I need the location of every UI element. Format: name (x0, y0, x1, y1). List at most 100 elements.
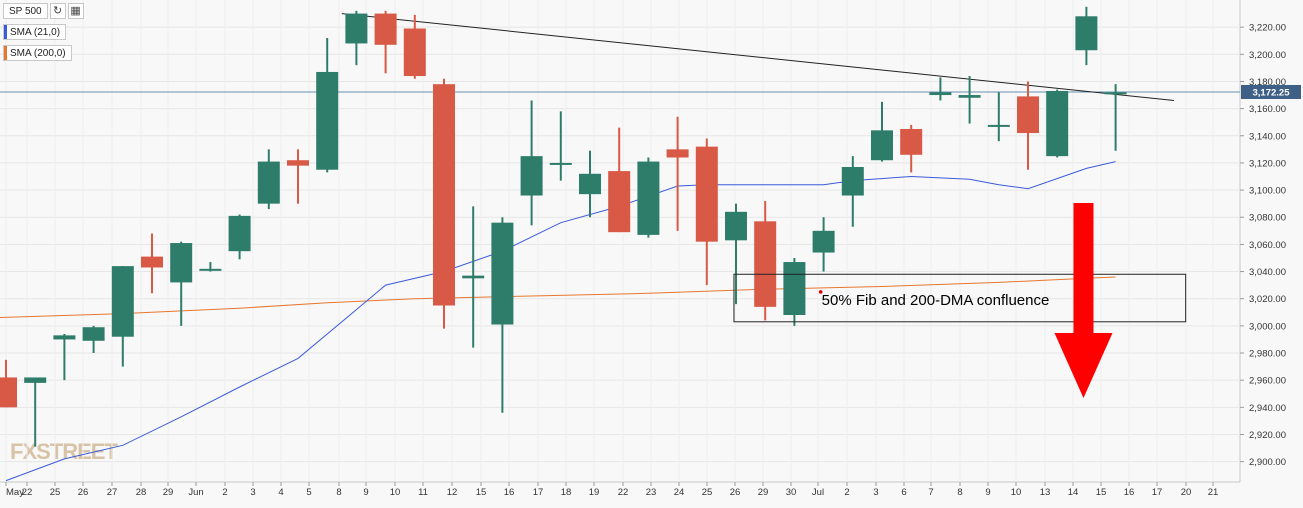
time-tick-label: 12 (447, 487, 458, 498)
time-tick-label: 29 (758, 487, 769, 498)
time-tick-label: 28 (136, 487, 147, 498)
price-tick-label: 3,060.00 (1249, 240, 1286, 251)
price-tick-label: 3,040.00 (1249, 267, 1286, 278)
time-tick-label: 14 (1068, 487, 1079, 498)
annotation-dot (818, 290, 823, 294)
candle-body (1046, 90, 1069, 157)
candle-body (987, 124, 1010, 127)
candle-body (316, 71, 339, 170)
candle-body (462, 275, 485, 279)
candle-body (82, 327, 105, 341)
candle-body (374, 13, 397, 45)
sma200-label: SMA (200,0) (10, 48, 66, 59)
annotation-label: 50% Fib and 200-DMA confluence (822, 292, 1050, 309)
candle-body (403, 28, 426, 77)
time-tick-label: 7 (928, 487, 933, 498)
candle-body (257, 161, 280, 204)
time-tick-label: May (6, 487, 24, 498)
time-tick-label: 19 (589, 487, 600, 498)
time-tick-label: 21 (1208, 487, 1219, 498)
time-tick-label: 17 (533, 487, 544, 498)
candle-body (228, 215, 251, 252)
candle-body (1075, 16, 1098, 51)
time-tick-label: 23 (646, 487, 657, 498)
time-tick-label: 3 (873, 487, 878, 498)
candle-body (53, 335, 76, 340)
calendar-icon[interactable]: ▦ (67, 3, 84, 19)
candle-body (929, 92, 952, 96)
candle-body (783, 262, 806, 315)
price-tick-label: 3,020.00 (1249, 294, 1286, 305)
time-tick-label: 17 (1152, 487, 1163, 498)
time-tick-label: 3 (250, 487, 255, 498)
candle-body (24, 377, 47, 383)
price-tick-label: 3,140.00 (1249, 131, 1286, 142)
sma21-label: SMA (21,0) (10, 27, 61, 38)
symbol-label[interactable]: SP 500 (3, 3, 48, 19)
trendline (341, 13, 1175, 101)
candle-body (141, 256, 163, 268)
time-tick-label: 4 (278, 487, 283, 498)
price-tick-label: 2,940.00 (1249, 403, 1286, 414)
refresh-icon[interactable]: ↻ (49, 3, 66, 19)
sma200-line (0, 276, 1116, 319)
legend-sma21-row: SMA (21,0) (3, 24, 67, 40)
candle-body (170, 243, 193, 283)
price-tick-label: 3,180.00 (1249, 77, 1286, 88)
price-tick-label: 3,100.00 (1249, 186, 1286, 197)
sma21-legend[interactable]: SMA (21,0) (3, 24, 67, 40)
time-tick-label: 26 (78, 487, 89, 498)
price-tick-label: 2,960.00 (1249, 376, 1286, 387)
candle-body (111, 266, 134, 337)
candle-body (637, 161, 660, 235)
price-tick-label: 3,120.00 (1249, 158, 1286, 169)
price-tick-label: 2,900.00 (1249, 457, 1286, 468)
price-tick-label: 3,200.00 (1249, 50, 1286, 61)
candle-body (0, 377, 17, 408)
candle-body (520, 156, 543, 196)
time-tick-label: 5 (306, 487, 311, 498)
candle-body (812, 230, 835, 253)
sma200-swatch (4, 46, 7, 60)
time-tick-label: 9 (363, 487, 368, 498)
candle-body (754, 221, 777, 307)
time-tick-label: 25 (50, 487, 61, 498)
price-tick-label: 3,000.00 (1249, 321, 1286, 332)
candle-body (287, 160, 309, 166)
price-tag-label: 3,172.25 (1253, 87, 1291, 98)
time-tick-label: 25 (702, 487, 713, 498)
price-tick-label: 2,920.00 (1249, 430, 1286, 441)
time-tick-label: 15 (476, 487, 487, 498)
time-tick-label: 16 (1124, 487, 1135, 498)
candle-body (900, 128, 923, 155)
candle-body (695, 146, 718, 242)
time-tick-label: 8 (336, 487, 341, 498)
candle-body (1104, 92, 1127, 95)
candle-body (841, 167, 864, 196)
time-tick-label: 13 (1040, 487, 1051, 498)
time-tick-label: 8 (957, 487, 962, 498)
time-tick-label: 20 (1181, 487, 1192, 498)
time-tick-label: 9 (985, 487, 990, 498)
time-tick-label: 27 (107, 487, 118, 498)
time-tick-label: 22 (22, 487, 33, 498)
legend-sma200-row: SMA (200,0) (3, 45, 72, 61)
time-tick-label: Jul (812, 487, 824, 498)
fxstreet-watermark: FXSTREET (10, 439, 118, 464)
candle-body (549, 162, 572, 165)
candle-body (725, 211, 747, 241)
time-tick-label: 6 (901, 487, 906, 498)
time-tick-label: 30 (786, 487, 797, 498)
time-tick-label: 10 (390, 487, 401, 498)
time-tick-label: 2 (844, 487, 849, 498)
sma200-legend[interactable]: SMA (200,0) (3, 45, 72, 61)
price-tick-label: 3,080.00 (1249, 213, 1286, 224)
price-tick-label: 3,160.00 (1249, 104, 1286, 115)
candle-body (579, 173, 601, 195)
plot-background (0, 0, 1240, 482)
candle-body (199, 268, 222, 271)
time-tick-label: 2 (222, 487, 227, 498)
candle-body (608, 171, 631, 233)
